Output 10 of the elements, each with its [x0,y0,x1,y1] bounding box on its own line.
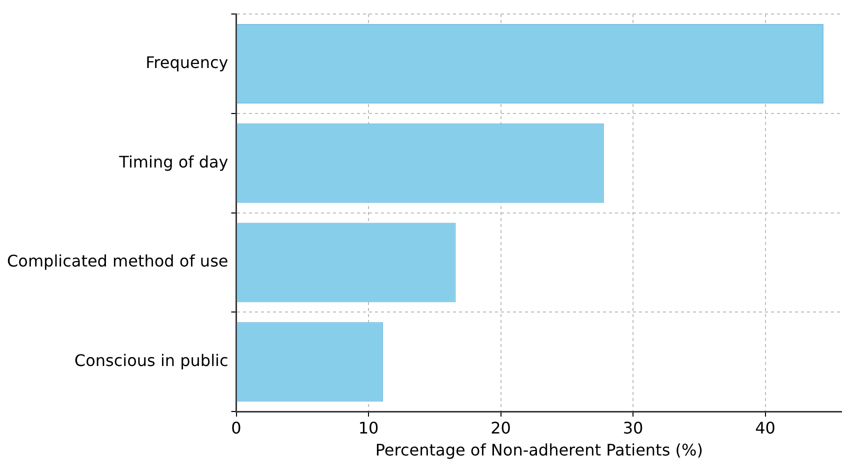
y-tick-label: Conscious in public [74,351,228,370]
y-tick-label: Timing of day [118,152,228,172]
x-tick-label: 30 [622,418,644,438]
x-tick-label: 10 [358,418,379,438]
x-tick-label: 20 [490,418,511,438]
x-tick-label: 40 [755,418,776,438]
y-tick-label: Frequency [146,52,228,72]
x-tick-label: 0 [231,418,242,438]
x-axis-title: Percentage of Non-adherent Patients (%) [375,440,703,460]
y-tick-label: Complicated method of use [6,252,228,271]
